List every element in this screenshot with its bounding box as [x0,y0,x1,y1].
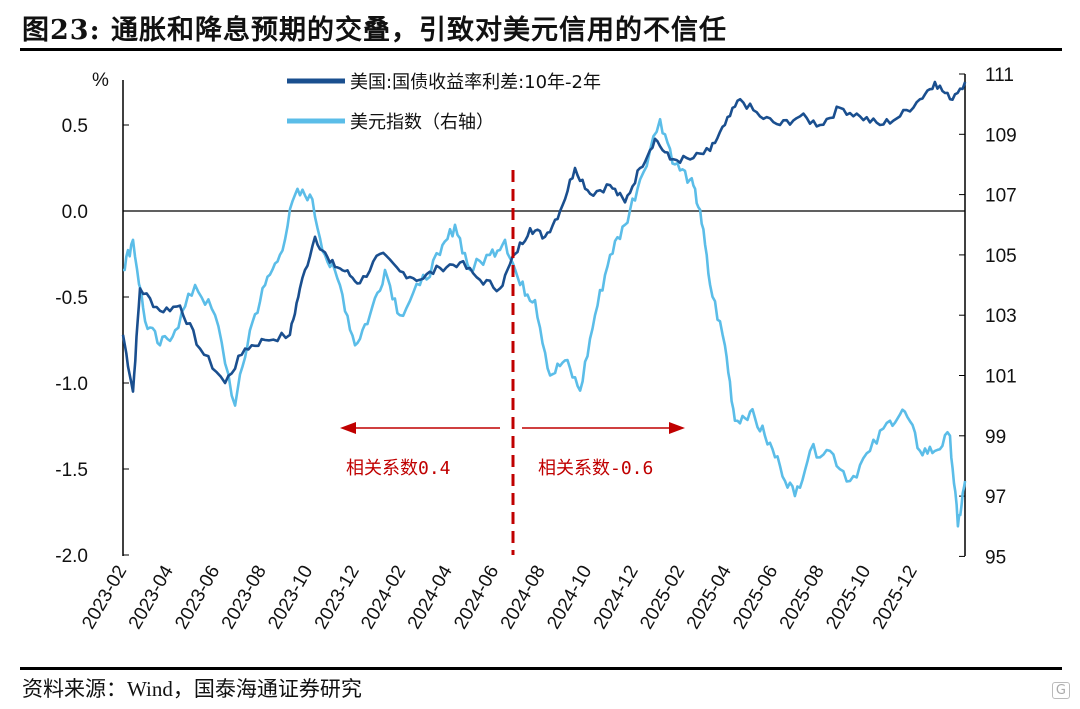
right-tick-label: 111 [985,65,1014,86]
left-tick-label: 0.5 [62,116,88,137]
x-tick-label: 2023-06 [171,562,224,633]
right-tick-label: 103 [985,306,1017,327]
x-tick-label: 2025-06 [729,562,782,633]
right-tick-label: 105 [985,246,1017,267]
x-tick-label: 2023-02 [78,562,131,633]
x-tick-label: 2025-02 [636,562,689,633]
x-tick-label: 2024-10 [543,562,596,633]
x-tick-label: 2025-08 [776,562,829,633]
right-arrow-head [669,422,685,434]
left-tick-label: 0.0 [62,202,88,223]
legend-label-spread: 美国:国债收益率利差:10年-2年 [350,72,601,93]
source-note: 资料来源：Wind，国泰海通证券研究 [22,677,362,701]
left-axis-unit: % [92,70,109,91]
x-tick-label: 2024-12 [590,562,643,633]
dollar-index-series-line [123,117,967,528]
x-tick-label: 2023-12 [311,562,364,633]
right-tick-label: 109 [985,125,1017,146]
left-correlation-label: 相关系数0.4 [346,458,451,479]
left-tick-label: -0.5 [55,288,88,309]
right-correlation-label: 相关系数-0.6 [538,458,653,479]
x-tick-label: 2023-08 [218,562,271,633]
left-tick-label: -1.5 [55,460,88,481]
right-tick-label: 95 [985,547,1006,568]
left-tick-label: -2.0 [55,546,88,567]
right-tick-label: 101 [985,367,1017,388]
x-tick-label: 2024-02 [357,562,410,633]
x-tick-label: 2025-12 [869,562,922,633]
x-tick-label: 2024-08 [497,562,550,633]
legend-label-dxy: 美元指数（右轴） [350,112,494,133]
x-tick-label: 2023-04 [125,562,178,633]
figure-title: 图23: 通胀和降息预期的交叠，引致对美元信用的不信任 [22,15,727,46]
watermark-logo: G [1051,682,1070,699]
x-tick-label: 2023-10 [264,562,317,633]
right-tick-label: 107 [985,186,1017,207]
right-tick-label: 97 [985,487,1006,508]
left-arrow-head [340,422,356,434]
right-tick-label: 99 [985,427,1006,448]
x-tick-label: 2024-06 [450,562,503,633]
x-tick-label: 2025-10 [822,562,875,633]
top-rule [20,48,1062,51]
spread-series-line [121,80,967,393]
bottom-rule [20,667,1062,670]
x-tick-label: 2025-04 [683,562,736,633]
left-tick-label: -1.0 [55,374,88,395]
x-tick-label: 2024-04 [404,562,457,633]
